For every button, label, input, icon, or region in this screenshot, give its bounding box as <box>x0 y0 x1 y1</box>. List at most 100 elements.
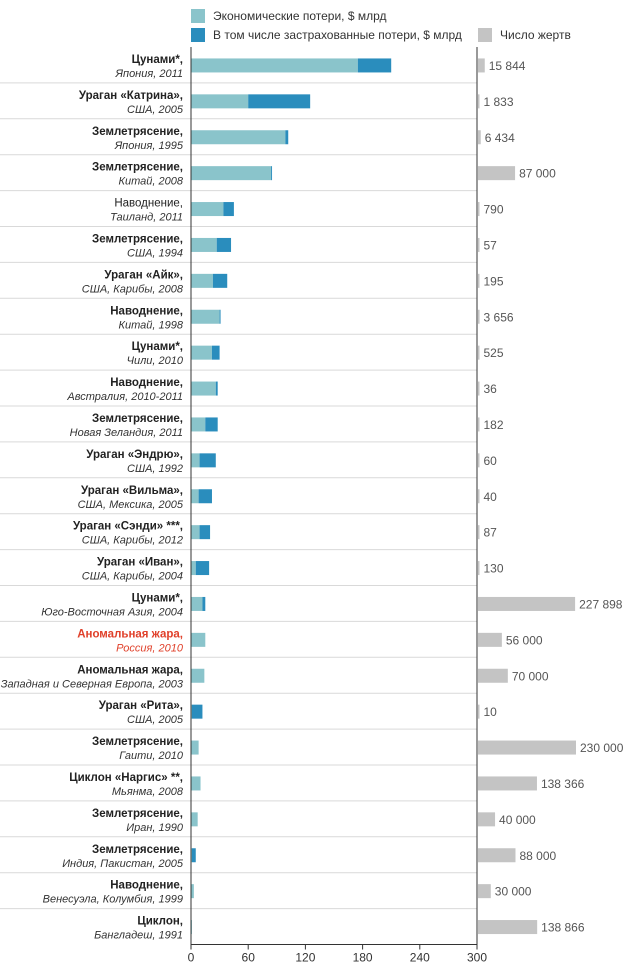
insured-loss-bar <box>219 309 221 324</box>
victims-label: 87 <box>484 526 498 540</box>
insured-loss-bar <box>271 166 273 181</box>
event-name: Циклон «Наргис» **, <box>69 772 183 784</box>
event-name: Ураган «Эндрю», <box>86 449 183 461</box>
victims-bar <box>478 130 481 145</box>
victims-label: 195 <box>484 274 504 288</box>
victims-label: 1 833 <box>484 95 514 109</box>
victims-label: 130 <box>484 562 504 576</box>
event-row: Наводнение, Австралия, 2010-2011 36 <box>0 369 498 403</box>
economic-loss-bar <box>191 525 200 540</box>
event-row: Ураган «Айк», США, Карибы, 2008 195 <box>0 261 504 295</box>
economic-loss-bar <box>191 632 206 647</box>
economic-loss-bar <box>191 94 249 109</box>
event-row: Землетрясение, США, 1994 57 <box>0 226 498 259</box>
insured-loss-bar <box>191 704 203 719</box>
economic-loss-bar <box>191 740 199 755</box>
insured-loss-bar <box>212 273 228 288</box>
victims-bar <box>478 668 508 683</box>
victims-label: 60 <box>484 454 498 468</box>
event-row: Землетрясение, Китай, 2008 87 000 <box>0 154 556 188</box>
insured-loss-bar <box>199 525 211 540</box>
victims-label: 227 898 <box>579 597 623 611</box>
event-place: США, Мексика, 2005 <box>78 499 184 511</box>
event-name: Циклон, <box>137 916 183 928</box>
victims-label: 57 <box>484 238 498 252</box>
insured-loss-bar <box>285 130 289 145</box>
victims-bar <box>478 309 480 324</box>
legend: Экономические потери, $ млрд В том числе… <box>191 9 571 42</box>
legend-label-insured: В том числе застрахованные потери, $ млр… <box>213 28 462 42</box>
event-place: США, 1992 <box>127 463 183 475</box>
event-name: Землетрясение, <box>92 233 183 245</box>
event-place: США, 2005 <box>127 714 184 726</box>
chart-axes: 0 60 120 180 240 300 <box>188 47 487 965</box>
victims-label: 138 366 <box>541 777 585 791</box>
economic-loss-bar <box>191 237 217 252</box>
victims-bar <box>478 94 480 109</box>
event-place: Таиланд, 2011 <box>110 212 183 224</box>
x-tick-label: 300 <box>467 951 487 965</box>
victims-label: 30 000 <box>495 885 532 899</box>
victims-bar <box>478 812 496 827</box>
event-name: Аномальная жара, <box>77 664 183 676</box>
victims-label: 40 <box>484 490 498 504</box>
event-place: США, 1994 <box>127 247 183 259</box>
victims-label: 36 <box>484 382 498 396</box>
event-place: Мьянма, 2008 <box>112 786 184 798</box>
event-row: Землетрясение, Гаити, 2010 230 000 <box>0 728 624 762</box>
victims-bar <box>478 561 480 576</box>
economic-loss-bar <box>191 58 358 73</box>
event-row: Цунами*, Чили, 2010 525 <box>0 333 504 367</box>
event-row: Цунами*, Япония, 2011 15 844 <box>115 54 526 80</box>
event-row: Аномальная жара, Западная и Северная Евро… <box>0 656 549 690</box>
victims-bar <box>478 237 480 252</box>
economic-loss-bar <box>191 776 201 791</box>
economic-loss-bar <box>191 273 213 288</box>
insured-loss-bar <box>223 202 234 217</box>
victims-label: 790 <box>484 203 504 217</box>
legend-label-economic: Экономические потери, $ млрд <box>213 9 386 23</box>
event-place: Индия, Пакистан, 2005 <box>62 858 184 870</box>
legend-swatch-victims <box>478 28 492 42</box>
event-row: Ураган «Вильма», США, Мексика, 2005 40 <box>0 477 498 511</box>
event-place: Россия, 2010 <box>116 642 184 654</box>
event-place: Иран, 1990 <box>126 822 184 834</box>
event-name: Ураган «Вильма», <box>81 485 183 497</box>
event-row: Аномальная жара, Россия, 2010 56 000 <box>0 620 543 654</box>
event-name: Наводнение, <box>114 198 183 210</box>
event-place: Япония, 2011 <box>115 68 183 80</box>
event-row: Землетрясение, Иран, 1990 40 000 <box>0 800 536 834</box>
x-tick-label: 120 <box>295 951 315 965</box>
victims-bar <box>478 596 576 611</box>
legend-label-victims: Число жертв <box>500 28 571 42</box>
economic-loss-bar <box>191 561 196 576</box>
x-tick-label: 240 <box>410 951 430 965</box>
x-tick-label: 60 <box>242 951 256 965</box>
victims-bar <box>478 273 480 288</box>
event-name: Землетрясение, <box>92 736 183 748</box>
victims-label: 15 844 <box>489 59 526 73</box>
victims-label: 40 000 <box>499 813 536 827</box>
victims-label: 56 000 <box>506 633 543 647</box>
economic-loss-bar <box>191 130 286 145</box>
victims-label: 6 434 <box>485 131 515 145</box>
insured-loss-bar <box>195 561 210 576</box>
victims-bar <box>478 58 485 73</box>
victims-bar <box>478 740 576 755</box>
event-name: Землетрясение, <box>92 808 183 820</box>
victims-bar <box>478 776 537 791</box>
economic-loss-bar <box>191 381 216 396</box>
event-place: США, Карибы, 2008 <box>82 283 184 295</box>
event-name: Наводнение, <box>110 305 183 317</box>
insured-loss-bar <box>205 417 218 432</box>
event-row: Ураган «Иван», США, Карибы, 2004 130 <box>0 549 504 583</box>
event-place: Новая Зеландия, 2011 <box>70 427 183 439</box>
victims-bar <box>478 848 516 863</box>
victims-label: 3 656 <box>484 310 514 324</box>
event-name: Ураган «Катрина», <box>79 90 183 102</box>
insured-loss-bar <box>216 237 232 252</box>
victims-label: 138 866 <box>541 921 585 935</box>
event-name: Цунами*, <box>132 592 183 604</box>
economic-loss-bar <box>191 812 198 827</box>
event-name: Землетрясение, <box>92 162 183 174</box>
